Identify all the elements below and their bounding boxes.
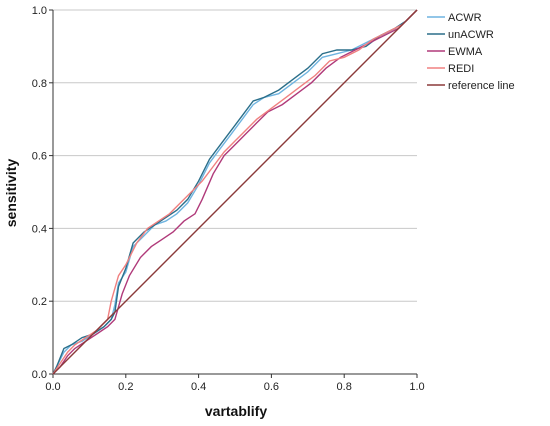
legend-item: REDI	[427, 63, 474, 75]
gridlines	[53, 9, 417, 302]
y-tick-label: 0.8	[32, 78, 47, 90]
legend-label: REDI	[448, 63, 474, 75]
y-tick-label: 0.2	[32, 296, 47, 308]
x-tick-label: 0.2	[118, 381, 133, 393]
series-lines	[52, 9, 418, 375]
y-tick-label: 1.0	[32, 5, 47, 17]
series-line-reference-line	[52, 9, 418, 375]
y-tick-label: 0.4	[32, 223, 47, 235]
x-tick-label: 1.0	[409, 381, 424, 393]
legend: ACWR unACWR EWMA REDI reference line	[427, 12, 515, 92]
legend-item: ACWR	[427, 12, 482, 24]
y-tick-label: 0.0	[32, 369, 47, 381]
y-tick-label: 0.6	[32, 151, 47, 163]
legend-item: unACWR	[427, 29, 494, 41]
x-tick-label: 0.4	[191, 381, 206, 393]
legend-item: reference line	[427, 80, 515, 92]
legend-item: EWMA	[427, 46, 483, 58]
tick-labels: 0.0 0.2 0.4 0.6 0.8 1.0 0.0 0.2 0.4 0.6 0.8 1.0	[32, 5, 425, 393]
legend-label: ACWR	[448, 12, 482, 24]
legend-label: unACWR	[448, 29, 494, 41]
x-tick-label: 0.8	[337, 381, 352, 393]
axes	[52, 10, 417, 375]
legend-label: reference line	[448, 80, 515, 92]
legend-label: EWMA	[448, 46, 483, 58]
y-axis-title: sensitivity	[3, 159, 19, 228]
x-tick-label: 0.6	[264, 381, 279, 393]
series-line-ewma	[52, 9, 418, 375]
x-tick-label: 0.0	[45, 381, 60, 393]
series-line-unacwr	[52, 9, 418, 375]
x-axis-title: vartablify	[205, 403, 267, 419]
